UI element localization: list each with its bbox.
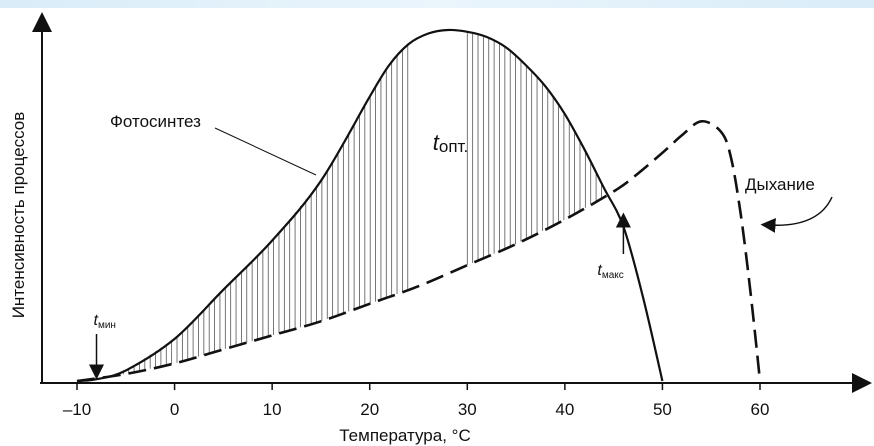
series-line-photosynthesis — [76, 28, 664, 383]
photosynthesis-leader-line — [214, 127, 317, 176]
x-axis-title: Температура, °С — [339, 426, 470, 445]
y-axis-title: Интенсивность процессов — [9, 112, 28, 319]
x-tick-label: 40 — [555, 400, 574, 419]
annotations: Температура, °С Интенсивность процессов … — [9, 112, 833, 445]
series-label-photosynthesis: Фотосинтез — [110, 112, 201, 131]
t-opt-label: tопт. — [433, 130, 468, 156]
respiration-pointer-arrow — [760, 196, 833, 233]
top-band — [0, 0, 874, 8]
x-tick-label: 60 — [751, 400, 770, 419]
t-min-label: tмин — [94, 312, 116, 331]
t-max-label: tмакс — [597, 262, 623, 281]
x-tick-label: 50 — [653, 400, 672, 419]
x-tick-label: 30 — [458, 400, 477, 419]
series-layer — [76, 28, 762, 383]
axes — [32, 12, 872, 393]
x-tick-label: 10 — [263, 400, 282, 419]
x-tick-label: 20 — [360, 400, 379, 419]
hatch-layer — [117, 31, 602, 376]
series-line-respiration — [76, 119, 762, 383]
x-tick-label: 0 — [170, 400, 179, 419]
series-label-respiration: Дыхание — [745, 175, 815, 194]
x-tick-label: –10 — [63, 400, 91, 419]
x-ticks: –10 0 10 20 30 40 50 60 — [63, 383, 770, 419]
